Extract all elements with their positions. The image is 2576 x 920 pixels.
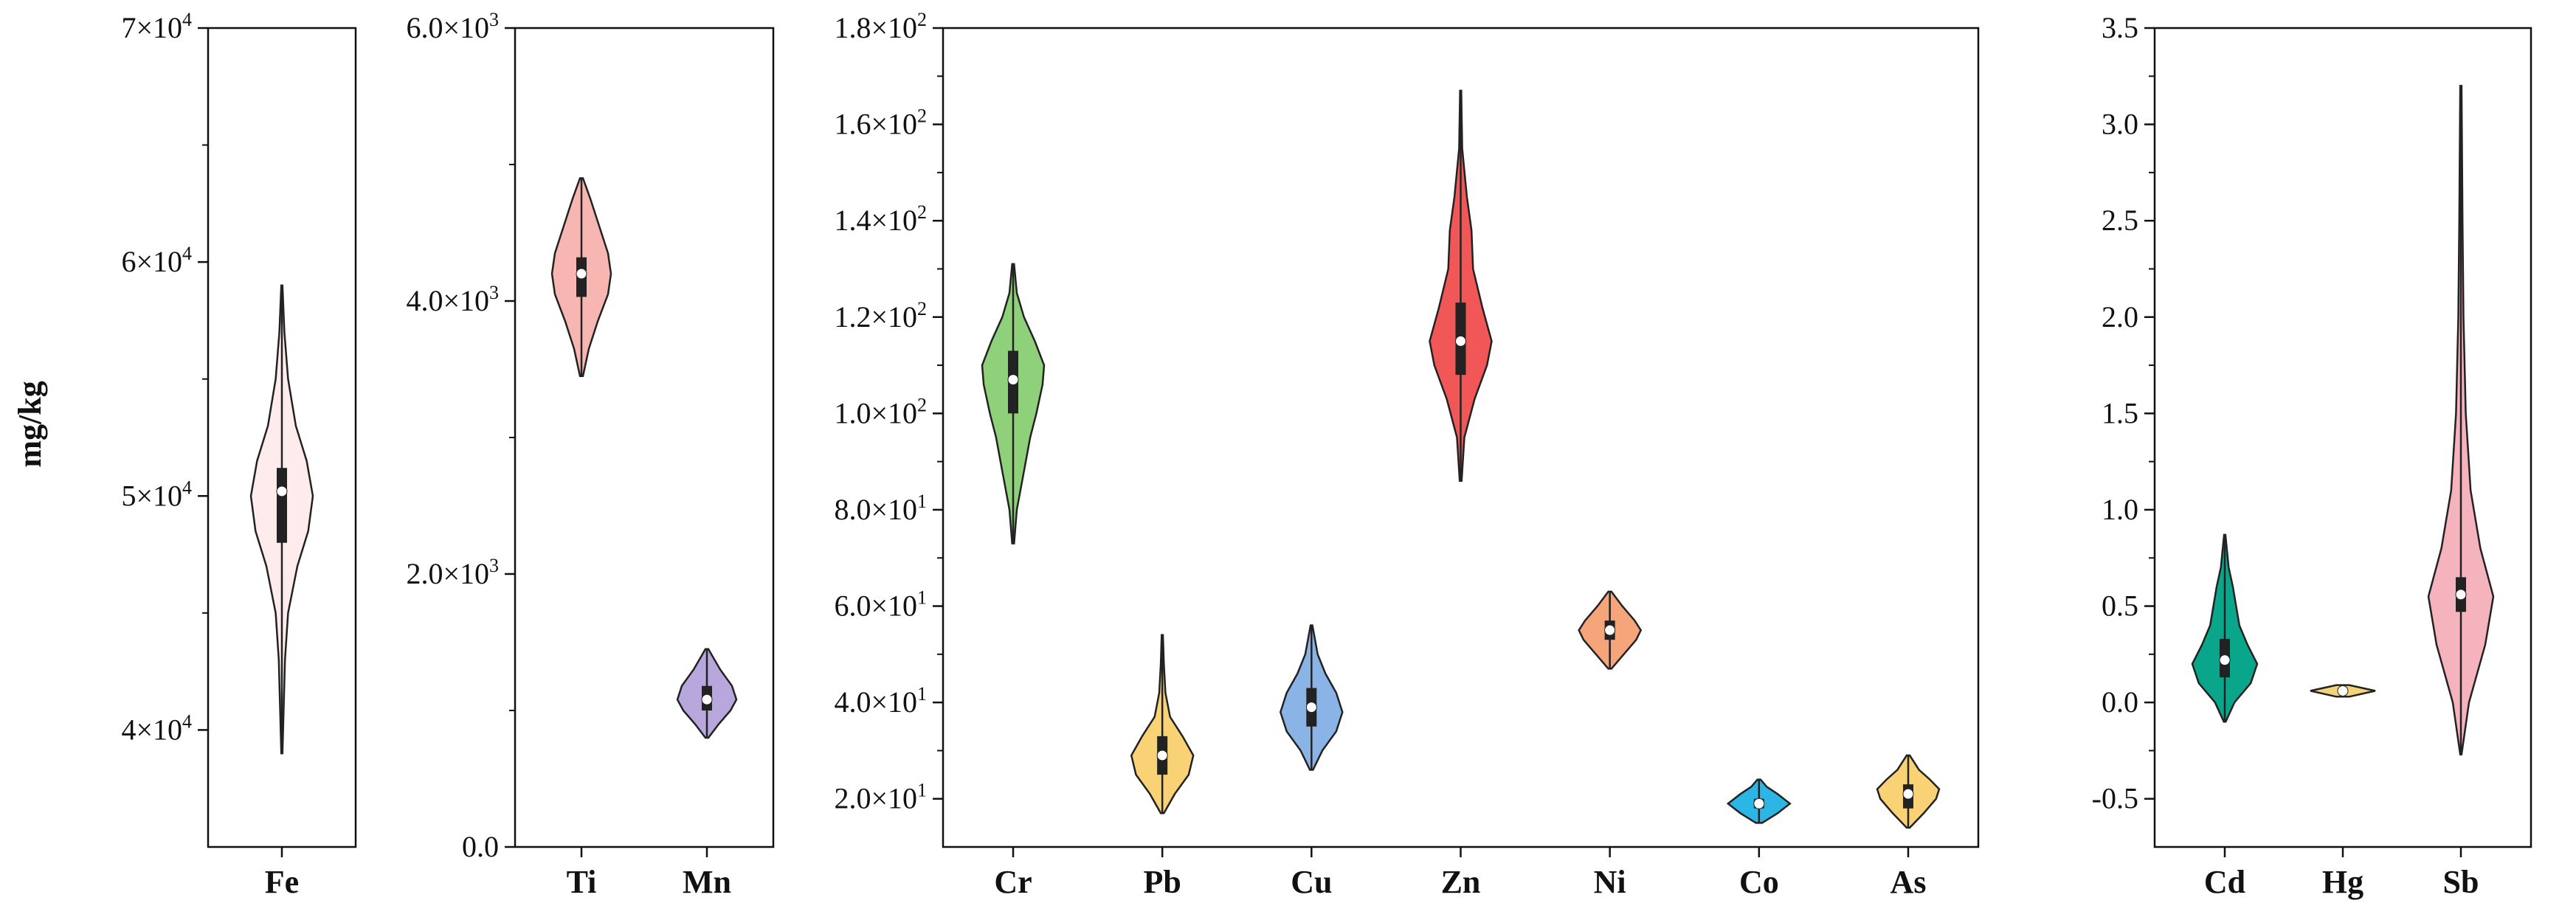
y-tick-label: 0.5 bbox=[2102, 589, 2138, 623]
violin-cu bbox=[1279, 624, 1344, 771]
median-dot bbox=[2219, 654, 2231, 666]
median-dot bbox=[701, 694, 713, 705]
panel-4: -0.5 0.0 0.5 1.0 1.5 2.0 2.5 3.0 3.5 Cd Hg Sb bbox=[2092, 11, 2532, 900]
violin-hg bbox=[2310, 684, 2376, 698]
y-tick-label: 1.0 bbox=[2102, 493, 2138, 526]
x-tick-label: Cd bbox=[2204, 864, 2245, 900]
y-tick-label: 0.0 bbox=[462, 830, 499, 863]
y-tick-label: 4.0×101 bbox=[834, 683, 927, 719]
x-tick-label: Zn bbox=[1441, 864, 1481, 900]
y-tick-label: 4×104 bbox=[121, 710, 192, 746]
y-tick-label: 6×104 bbox=[121, 243, 192, 278]
y-tick-label: 6.0×103 bbox=[406, 9, 499, 44]
x-tick-label: Mn bbox=[683, 864, 731, 900]
x-tick-label: Ni bbox=[1594, 864, 1626, 900]
y-tick-label: 2.0 bbox=[2102, 300, 2138, 333]
x-tick-label: Fe bbox=[265, 864, 299, 900]
violin-zn bbox=[1429, 89, 1493, 483]
y-tick-label: 5×104 bbox=[121, 477, 192, 512]
violin-pb bbox=[1130, 634, 1195, 814]
y-tick-label: 0.0 bbox=[2102, 685, 2138, 719]
y-tick-label: 2.5 bbox=[2102, 204, 2138, 237]
y-tick-label: 1.5 bbox=[2102, 396, 2138, 429]
panel-2: 0.0 2.0×103 4.0×103 6.0×103 Ti Mn bbox=[406, 9, 775, 900]
median-dot bbox=[576, 268, 587, 280]
y-tick-label: 1.4×102 bbox=[834, 201, 927, 237]
panel-3: 2.0×101 4.0×101 6.0×101 8.0×101 1.0×102 1.2×1… bbox=[834, 9, 1980, 900]
panel-1: 4×104 5×104 6×104 7×104 Fe bbox=[121, 9, 357, 900]
panel-frame bbox=[514, 27, 775, 848]
median-dot bbox=[1902, 788, 1914, 800]
x-tick-label: Ti bbox=[567, 864, 597, 900]
y-tick-label: 8.0×101 bbox=[834, 491, 927, 526]
violin-sb bbox=[2427, 85, 2495, 755]
violin-ni bbox=[1578, 590, 1643, 670]
y-tick-label: -0.5 bbox=[2092, 782, 2138, 815]
violin-co bbox=[1726, 778, 1792, 824]
median-dot bbox=[2337, 685, 2349, 696]
x-tick-label: Pb bbox=[1143, 864, 1181, 900]
panel-frame bbox=[2153, 27, 2532, 848]
x-tick-label: Sb bbox=[2443, 864, 2479, 900]
median-dot bbox=[276, 485, 288, 497]
y-tick-label: 1.2×102 bbox=[834, 298, 927, 333]
violin-fe bbox=[249, 284, 314, 755]
median-dot bbox=[1007, 374, 1019, 386]
median-dot bbox=[2455, 589, 2467, 601]
y-tick-label: 4.0×103 bbox=[406, 282, 499, 317]
y-tick-label: 7×104 bbox=[121, 9, 192, 44]
iqr-box bbox=[277, 468, 287, 543]
y-tick-label: 2.0×103 bbox=[406, 555, 499, 590]
violin-cd bbox=[2191, 533, 2259, 723]
median-dot bbox=[1455, 335, 1466, 347]
x-tick-label: As bbox=[1890, 864, 1927, 900]
median-dot bbox=[1753, 798, 1765, 809]
y-tick-label: 1.0×102 bbox=[834, 394, 927, 429]
median-dot bbox=[1305, 702, 1317, 713]
violin-as bbox=[1876, 754, 1941, 829]
violin-ti bbox=[550, 177, 612, 378]
x-tick-label: Cr bbox=[994, 864, 1032, 900]
x-tick-label: Hg bbox=[2322, 864, 2363, 900]
y-tick-label: 2.0×101 bbox=[834, 780, 927, 815]
y-tick-label: 1.8×102 bbox=[834, 9, 927, 44]
y-tick-label: 1.6×102 bbox=[834, 106, 927, 141]
median-dot bbox=[1156, 750, 1168, 761]
y-tick-label: 6.0×101 bbox=[834, 587, 927, 623]
violin-mn bbox=[676, 648, 738, 739]
x-tick-label: Cu bbox=[1291, 864, 1332, 900]
x-tick-label: Co bbox=[1739, 864, 1779, 900]
y-tick-label: 3.0 bbox=[2102, 108, 2138, 141]
violin-cr bbox=[981, 263, 1046, 544]
y-axis-label: mg/kg bbox=[12, 381, 48, 467]
y-tick-label: 3.5 bbox=[2102, 11, 2138, 44]
median-dot bbox=[1604, 624, 1616, 636]
